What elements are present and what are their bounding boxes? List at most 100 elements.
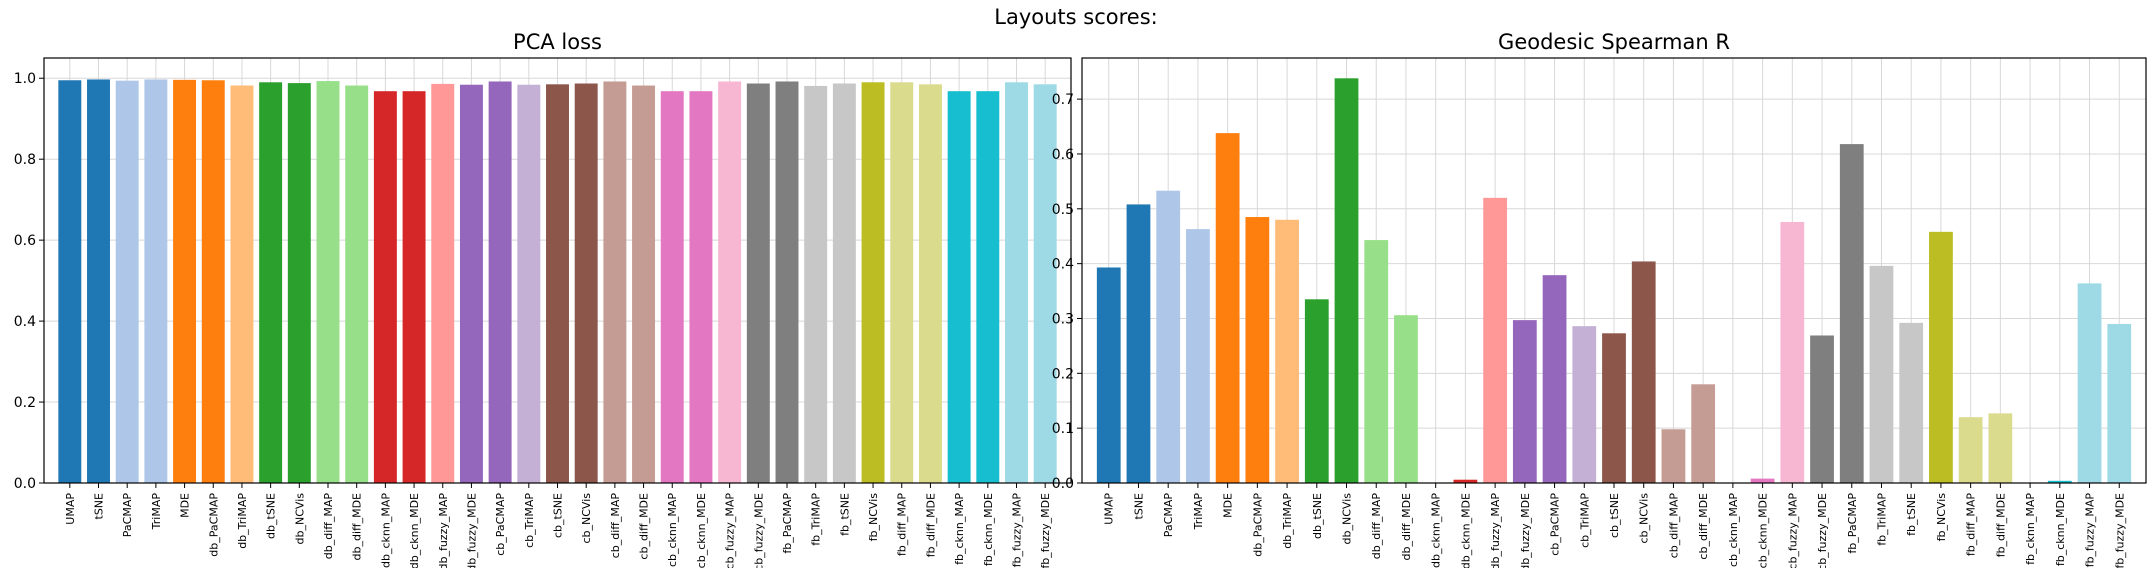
bar-db-fuzzy-mde [459, 84, 483, 483]
axes-frame [1081, 57, 2147, 484]
x-tick-label: fb_NCVis [1935, 493, 1948, 542]
x-tick-label: MDE [179, 493, 192, 518]
bar-pacmap [115, 80, 139, 484]
x-tick-label: fb_PaCMAP [1846, 493, 1859, 554]
bar-cb-cknn-mde [1750, 478, 1775, 483]
x-tick-label: tSNE [1132, 493, 1145, 520]
bar-cb-cknn-map [660, 91, 684, 483]
bar-db-trimap [230, 85, 254, 484]
y-tick-label: 0.6 [1052, 147, 1074, 163]
bar-db-ncvis [1334, 78, 1359, 484]
x-tick-label: db_cknn_MAP [1430, 493, 1443, 568]
x-tick-label: cb_diff_MAP [1667, 493, 1680, 559]
x-tick-label: fb_cknn_MDE [982, 493, 995, 566]
bar-fb-diff-map [890, 82, 914, 484]
bar-db-fuzzy-map [1483, 197, 1508, 483]
bar-db-tsne [1304, 299, 1329, 483]
x-tick-label: cb_tSNE [552, 493, 565, 538]
y-tick-label: 1.0 [14, 71, 36, 87]
chart-title: PCA loss [513, 30, 602, 54]
x-tick-label: fb_fuzzy_MAP [1010, 493, 1023, 568]
y-tick-label: 0.1 [1052, 421, 1074, 437]
x-tick-label: db_cknn_MDE [1459, 493, 1472, 568]
x-tick-label: cb_TriMAP [1578, 493, 1591, 548]
bar-fb-trimap [1869, 265, 1894, 483]
x-tick-label: cb_fuzzy_MAP [724, 493, 737, 568]
x-tick-label: db_fuzzy_MDE [465, 493, 478, 568]
y-tick-label: 0.2 [14, 395, 36, 411]
bar-cb-tsne [1602, 333, 1626, 483]
bar-cb-fuzzy-mde [746, 83, 770, 483]
x-tick-label: fb_tSNE [838, 493, 851, 536]
x-tick-label: fb_PaCMAP [781, 493, 794, 554]
y-tick-label: 0.7 [1052, 92, 1074, 108]
bar-cb-trimap [1572, 326, 1597, 483]
x-tick-label: TriMAP [150, 493, 163, 531]
x-tick-label: db_PaCMAP [1251, 493, 1264, 557]
bar-cb-ncvis [574, 83, 598, 483]
bar-db-cknn-mde [1453, 479, 1478, 483]
bar-fb-tsne [1899, 322, 1924, 483]
bar-fb-pacmap [1839, 144, 1864, 483]
x-tick-label: cb_tSNE [1608, 493, 1621, 538]
bar-cb-cknn-mde [689, 91, 713, 483]
x-tick-label: UMAP [1103, 493, 1116, 525]
bar-tsne [1126, 204, 1151, 483]
bar-db-diff-map [316, 81, 340, 484]
x-tick-label: PaCMAP [121, 493, 134, 538]
bar-cb-trimap [517, 84, 541, 483]
bar-db-cknn-mde [402, 91, 426, 483]
x-tick-label: fb_diff_MDE [924, 493, 937, 557]
bar-cb-pacmap [488, 81, 512, 483]
bar-fb-ncvis [861, 82, 885, 484]
x-tick-label: fb_fuzzy_MDE [1039, 493, 1052, 568]
x-tick-label: db_tSNE [1311, 493, 1324, 539]
chart-geodesic-spearman-r: Geodesic Spearman R 0.0 0.1 0.2 0.3 0.4 0.5 0.6… [1052, 30, 2147, 568]
bar-db-diff-mde [1394, 315, 1418, 483]
x-tick-label: cb_NCVis [580, 493, 593, 544]
x-tick-label: fb_cknn_MAP [953, 493, 966, 565]
x-tick-label: cb_cknn_MAP [1727, 493, 1740, 567]
y-tick-label: 0.4 [1052, 257, 1074, 273]
figure-suptitle: Layouts scores: [994, 5, 1157, 29]
bar-db-diff-map [1364, 240, 1389, 483]
y-tick-label: 0.6 [14, 233, 36, 249]
bar-umap [1096, 267, 1121, 483]
bar-pacmap [1156, 190, 1181, 484]
x-tick-label: cb_diff_MAP [609, 493, 622, 559]
x-tick-label: db_NCVis [1341, 493, 1354, 545]
y-tick-label: 0.4 [14, 314, 36, 330]
x-tick-label: cb_diff_MDE [1697, 493, 1710, 560]
x-tick-label: fb_fuzzy_MDE [2113, 493, 2126, 568]
axes-frame [43, 57, 1072, 484]
x-tick-label: fb_cknn_MDE [2054, 493, 2067, 566]
bar-tsne [87, 79, 110, 483]
bar-cb-diff-mde [632, 85, 656, 484]
x-tick-label: UMAP [64, 493, 77, 525]
x-tick-label: cb_cknn_MAP [666, 493, 679, 567]
bar-db-diff-mde [345, 85, 369, 484]
x-tick-label: cb_cknn_MDE [1757, 493, 1770, 568]
bar-db-fuzzy-map [431, 83, 455, 484]
bar-cb-diff-mde [1691, 384, 1716, 483]
bar-db-tsne [259, 82, 283, 484]
bar-fb-fuzzy-mde [2107, 323, 2132, 483]
x-tick-label: db_tSNE [265, 493, 278, 539]
y-tick-label: 0.2 [1052, 366, 1074, 382]
x-tick-label: db_diff_MAP [322, 493, 335, 560]
chart-title: Geodesic Spearman R [1498, 30, 1730, 54]
x-tick-label: fb_NCVis [867, 493, 880, 542]
bar-fb-tsne [832, 83, 856, 483]
x-tick-label: fb_fuzzy_MAP [2084, 493, 2097, 568]
bar-trimap [1186, 229, 1210, 483]
bar-db-ncvis [287, 83, 311, 483]
bar-cb-fuzzy-map [1780, 221, 1805, 483]
x-tick-label: db_PaCMAP [207, 493, 220, 557]
bar-fb-cknn-mde [2047, 480, 2072, 483]
bar-fb-cknn-mde [976, 91, 1000, 483]
x-tick-label: cb_cknn_MDE [695, 493, 708, 568]
x-tick-label: cb_fuzzy_MDE [1816, 493, 1829, 568]
x-tick-label: db_fuzzy_MAP [1489, 493, 1502, 568]
x-tick-label: db_fuzzy_MDE [1519, 493, 1532, 568]
